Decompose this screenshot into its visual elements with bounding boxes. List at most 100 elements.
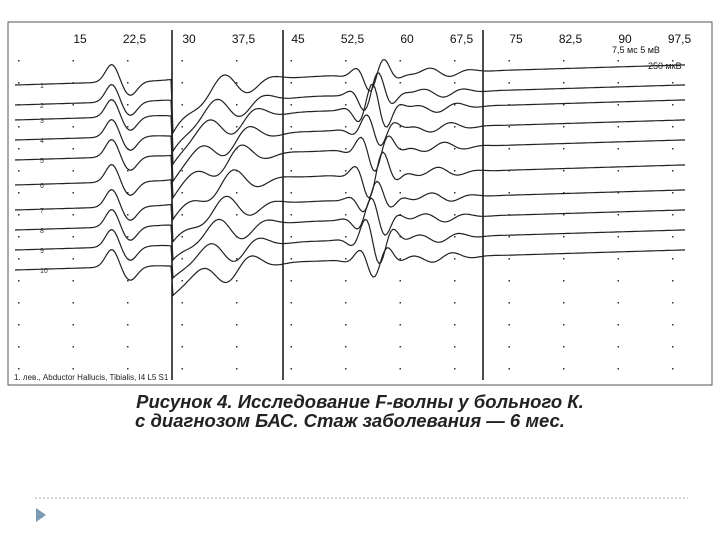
grid-dot: [345, 148, 347, 150]
grid-dot: [672, 192, 674, 194]
trace-number: 6: [40, 183, 44, 190]
grid-dot: [399, 302, 401, 304]
time-label: 60: [400, 32, 414, 46]
grid-dot: [508, 302, 510, 304]
grid-dot: [181, 126, 183, 128]
grid-dot: [72, 280, 74, 282]
grid-dot: [127, 170, 129, 172]
grid-dot: [454, 82, 456, 84]
grid-dot: [454, 126, 456, 128]
grid-dot: [290, 280, 292, 282]
grid-dot: [563, 148, 565, 150]
figure-footer: 1. лев., Abductor Hallucis, Tibialis, I4…: [14, 373, 169, 382]
trace: [14, 197, 686, 262]
grid-dot: [563, 126, 565, 128]
grid-dot: [18, 258, 20, 260]
time-label: 75: [509, 32, 523, 46]
grid-dot: [72, 368, 74, 370]
grid-dot: [181, 104, 183, 106]
grid-dot: [399, 170, 401, 172]
grid-dot: [18, 126, 20, 128]
grid-dot: [72, 60, 74, 62]
grid-dot: [508, 368, 510, 370]
grid-dot: [563, 104, 565, 106]
trace-number: 1: [40, 83, 44, 90]
grid-dot: [72, 192, 74, 194]
grid-dot: [181, 346, 183, 348]
grid-dot: [345, 170, 347, 172]
grid-dot: [672, 280, 674, 282]
grid-dot: [18, 302, 20, 304]
grid-dot: [672, 170, 674, 172]
grid-dot: [236, 346, 238, 348]
grid-dot: [672, 60, 674, 62]
grid-dot: [127, 82, 129, 84]
grid-dot: [290, 324, 292, 326]
grid-dot: [72, 324, 74, 326]
grid-dot: [345, 258, 347, 260]
time-label: 45: [291, 32, 305, 46]
grid-dot: [127, 324, 129, 326]
grid-dot: [72, 126, 74, 128]
grid-dot: [399, 236, 401, 238]
time-label: 90: [618, 32, 632, 46]
grid-dot: [290, 60, 292, 62]
grid-dot: [127, 302, 129, 304]
grid-dot: [563, 346, 565, 348]
grid-dot: [181, 324, 183, 326]
grid-dot: [345, 126, 347, 128]
grid-dot: [399, 346, 401, 348]
grid-dot: [617, 126, 619, 128]
grid-dot: [345, 280, 347, 282]
grid-dot: [290, 236, 292, 238]
grid-dot: [236, 192, 238, 194]
grid-dot: [72, 104, 74, 106]
trace: [14, 72, 686, 153]
grid-dot: [672, 346, 674, 348]
grid-dot: [18, 214, 20, 216]
trace-number: 8: [40, 228, 44, 235]
grid-dot: [399, 280, 401, 282]
grid-dot: [181, 60, 183, 62]
grid-dot: [563, 258, 565, 260]
grid-dot: [345, 346, 347, 348]
grid-dot: [345, 82, 347, 84]
grid-dot: [563, 368, 565, 370]
grid-dot: [617, 236, 619, 238]
grid-dot: [18, 346, 20, 348]
grid-dot: [563, 214, 565, 216]
grid-dot: [345, 368, 347, 370]
trace: [14, 218, 686, 280]
grid-dot: [72, 258, 74, 260]
grid-dot: [181, 258, 183, 260]
grid-dot: [290, 148, 292, 150]
grid-dot: [236, 368, 238, 370]
grid-dot: [672, 214, 674, 216]
time-label: 22,5: [123, 32, 147, 46]
caption-line: Рисунок 4. Исследование F-волны у больно…: [136, 391, 584, 412]
grid-dot: [290, 302, 292, 304]
grid-dot: [290, 170, 292, 172]
grid-dot: [672, 258, 674, 260]
grid-dot: [454, 60, 456, 62]
grid-dot: [18, 60, 20, 62]
grid-dot: [399, 82, 401, 84]
trace: [14, 114, 686, 184]
grid-dot: [399, 258, 401, 260]
grid-dot: [672, 82, 674, 84]
grid-dot: [72, 236, 74, 238]
grid-dot: [454, 368, 456, 370]
grid-dot: [72, 302, 74, 304]
figure-frame: [7, 21, 713, 386]
grid-dot: [672, 104, 674, 106]
grid-dot: [508, 60, 510, 62]
time-label: 97,5: [668, 32, 692, 46]
grid-dot: [399, 60, 401, 62]
grid-dot: [454, 302, 456, 304]
grid-dot: [181, 148, 183, 150]
grid-dot: [127, 60, 129, 62]
grid-dot: [454, 258, 456, 260]
trace-number: 5: [40, 158, 44, 165]
trace: [14, 247, 686, 297]
